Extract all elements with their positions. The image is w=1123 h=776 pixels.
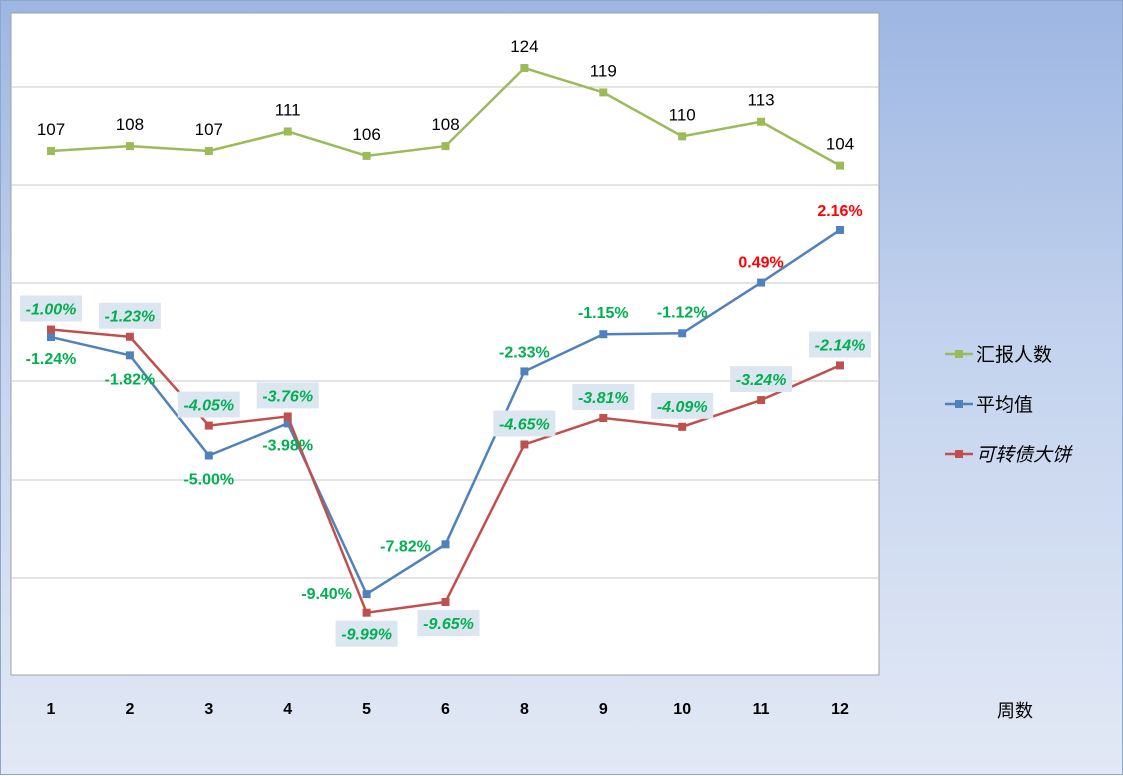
x-tick-label: 10: [673, 701, 691, 718]
data-label: -1.00%: [26, 302, 77, 319]
legend-label: 可转债大饼: [976, 445, 1073, 466]
data-label: -9.40%: [301, 586, 352, 603]
data-label: -4.05%: [183, 398, 234, 415]
data-label-background: [177, 391, 240, 418]
data-label: -3.81%: [578, 390, 629, 407]
data-label: -1.12%: [657, 304, 708, 321]
data-label: -3.24%: [736, 372, 787, 389]
data-point: [678, 422, 687, 431]
data-label: 106: [352, 125, 380, 144]
data-label: -1.23%: [105, 309, 156, 326]
data-point: [757, 278, 766, 287]
data-label-background: [572, 384, 635, 411]
data-label: -4.09%: [657, 399, 708, 416]
data-point: [599, 330, 608, 339]
data-label-background: [417, 609, 480, 636]
x-tick-label: 3: [204, 701, 213, 718]
data-point: [362, 151, 371, 160]
data-label: -3.76%: [262, 388, 313, 405]
data-point: [283, 127, 292, 136]
data-label: -4.65%: [499, 416, 550, 433]
data-label-background: [98, 302, 161, 329]
legend-marker: [955, 400, 963, 408]
data-point: [204, 147, 213, 155]
data-label: 124: [510, 37, 538, 56]
x-tick-label: 9: [599, 701, 608, 718]
data-point: [204, 451, 213, 460]
x-axis-title: 周数: [997, 701, 1033, 721]
data-label-background: [335, 620, 398, 647]
data-point: [125, 351, 134, 360]
data-label: -1.15%: [578, 305, 629, 322]
data-label: 111: [275, 100, 301, 119]
data-point: [599, 88, 608, 97]
x-tick-label: 8: [520, 701, 529, 718]
data-label: -1.24%: [26, 351, 77, 368]
data-point: [362, 590, 371, 599]
data-point: [441, 540, 450, 549]
legend-marker: [955, 450, 963, 458]
x-tick-label: 11: [753, 701, 770, 718]
data-point: [678, 329, 687, 338]
data-label: 104: [826, 135, 854, 154]
data-point: [757, 396, 766, 405]
x-tick-label: 4: [283, 701, 292, 718]
data-point: [520, 440, 529, 449]
data-point: [47, 147, 55, 155]
legend-label: 汇报人数: [976, 344, 1052, 366]
x-tick-label: 5: [362, 701, 371, 718]
data-point: [836, 361, 844, 370]
data-label-background: [809, 331, 871, 358]
data-label: 113: [748, 91, 775, 110]
data-label: -3.98%: [262, 437, 313, 454]
data-point: [283, 412, 292, 421]
data-point: [678, 132, 687, 141]
data-point: [47, 333, 55, 342]
data-label: -9.65%: [423, 616, 474, 633]
data-label: -2.33%: [499, 344, 550, 361]
data-label: 110: [669, 105, 696, 124]
data-label: 2.16%: [817, 203, 862, 220]
x-tick-label: 12: [831, 701, 849, 718]
data-point: [283, 419, 292, 428]
data-point: [836, 161, 844, 170]
data-label-background: [256, 382, 319, 409]
data-point: [47, 325, 55, 334]
plot-area: [10, 12, 880, 676]
data-label-background: [20, 295, 82, 322]
data-label: 119: [590, 61, 617, 80]
data-point: [757, 117, 766, 126]
data-label: -5.00%: [183, 472, 234, 489]
legend-label: 平均值: [976, 394, 1033, 416]
data-point: [204, 421, 213, 430]
data-point: [441, 597, 450, 606]
data-label-background: [493, 410, 556, 437]
x-tick-label: 6: [441, 701, 450, 718]
x-tick-label: 1: [47, 701, 56, 718]
data-point: [362, 608, 371, 617]
data-label: 108: [116, 115, 144, 134]
data-label: -9.99%: [341, 627, 392, 644]
data-label: 108: [431, 115, 459, 134]
legend-marker: [955, 350, 963, 358]
data-label: -2.14%: [815, 337, 866, 354]
x-tick-label: 2: [125, 701, 134, 718]
data-point: [836, 225, 844, 234]
data-label: 107: [195, 120, 223, 139]
data-label: -1.82%: [105, 371, 156, 388]
data-point: [125, 142, 134, 151]
data-label: 0.49%: [738, 255, 783, 272]
data-label-background: [730, 366, 793, 393]
data-label: 107: [37, 120, 65, 139]
data-point: [520, 367, 529, 376]
data-point: [599, 414, 608, 423]
data-point: [125, 332, 134, 341]
data-label: -7.82%: [380, 538, 431, 555]
data-label-background: [651, 392, 714, 419]
data-point: [441, 142, 450, 151]
data-point: [520, 64, 529, 73]
